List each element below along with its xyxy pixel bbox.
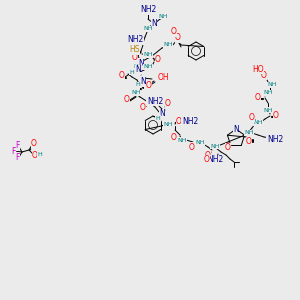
Text: NH2: NH2 [267, 134, 283, 143]
Text: H: H [156, 116, 161, 121]
Text: O: O [32, 151, 38, 160]
Text: N: N [233, 124, 239, 134]
Text: NH: NH [253, 121, 263, 125]
Text: O: O [204, 155, 210, 164]
Text: O: O [31, 140, 37, 148]
Text: O: O [140, 103, 146, 112]
Text: NH2: NH2 [127, 35, 143, 44]
Text: O: O [246, 137, 252, 146]
Text: N: N [135, 65, 141, 74]
Text: O: O [165, 100, 171, 109]
Text: O: O [273, 112, 279, 121]
Text: NH: NH [143, 64, 153, 70]
Text: NH: NH [131, 91, 141, 95]
Text: NH: NH [267, 82, 277, 88]
Text: NH: NH [263, 91, 273, 95]
Text: O: O [124, 95, 130, 104]
Text: F: F [15, 142, 19, 151]
Text: O: O [175, 34, 181, 43]
Text: N: N [151, 20, 157, 28]
Text: N: N [159, 110, 165, 118]
Text: O: O [249, 112, 255, 122]
Text: NH: NH [244, 130, 254, 136]
Text: NH2: NH2 [207, 155, 223, 164]
Text: O: O [255, 94, 261, 103]
Text: NH2: NH2 [140, 5, 156, 14]
Text: H: H [38, 152, 42, 158]
Text: O: O [205, 151, 211, 160]
Text: O: O [155, 56, 161, 64]
Text: O: O [146, 80, 152, 89]
Text: H: H [134, 64, 138, 70]
Text: O: O [176, 116, 182, 125]
Text: NH: NH [143, 52, 153, 58]
Text: H: H [136, 82, 140, 88]
Text: NH: NH [163, 43, 173, 47]
Text: HS: HS [129, 46, 139, 55]
Text: NH: NH [210, 143, 220, 148]
Text: N: N [140, 77, 146, 86]
Text: NH: NH [158, 14, 168, 19]
Text: F: F [15, 154, 19, 163]
Text: NH: NH [195, 140, 205, 146]
Text: NH2: NH2 [147, 97, 163, 106]
Text: NH: NH [263, 107, 273, 112]
Text: O: O [171, 134, 177, 142]
Text: O: O [225, 143, 231, 152]
Text: OH: OH [157, 73, 169, 82]
Text: N: N [138, 58, 144, 68]
Text: O: O [132, 52, 138, 62]
Text: NH: NH [177, 137, 187, 142]
Text: O: O [189, 142, 195, 152]
Text: H: H [130, 70, 134, 74]
Text: O: O [119, 70, 125, 80]
Text: F: F [11, 148, 15, 157]
Text: O: O [171, 28, 177, 37]
Text: NH2: NH2 [182, 118, 198, 127]
Text: HO: HO [252, 64, 264, 74]
Text: NH: NH [143, 26, 153, 32]
Text: O: O [261, 70, 267, 80]
Text: NH: NH [163, 122, 173, 128]
